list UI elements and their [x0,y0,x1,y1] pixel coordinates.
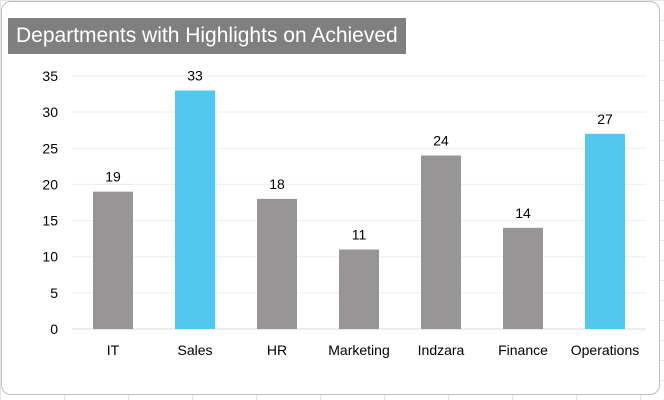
bar-hr[interactable] [257,198,297,329]
x-tick-label: Marketing [328,342,389,358]
y-tick-label: 30 [42,104,58,120]
x-axis: IT Sales HR Marketing Indzara Finance Operatio… [107,342,639,358]
chart-title[interactable]: Departments with Highlights on Achieved [8,18,406,54]
chart-area[interactable]: Departments with Highlights on Achieved … [1,1,660,395]
data-labels: 19 33 18 11 24 14 27 [105,67,613,242]
bar-it[interactable] [93,191,133,329]
x-tick-label: Indzara [418,342,465,358]
data-label: 11 [352,226,367,242]
y-tick-label: 10 [42,249,58,265]
data-label: 24 [433,133,449,149]
y-tick-label: 0 [50,321,58,337]
x-tick-label: Operations [571,342,639,358]
y-tick-label: 25 [42,140,58,156]
data-label: 18 [269,176,285,192]
data-label: 33 [187,67,203,83]
plot-area[interactable]: 0 5 10 15 20 25 30 35 19 33 18 11 24 14 27 IT Sales HR M… [2,2,660,395]
data-label: 27 [597,111,613,127]
y-tick-label: 20 [42,176,58,192]
x-tick-label: Sales [177,342,212,358]
y-tick-label: 35 [42,68,58,84]
data-label: 19 [105,169,121,185]
bar-marketing[interactable] [339,249,379,329]
bar-sales[interactable] [175,90,215,329]
bar-operations[interactable] [585,133,625,329]
x-tick-label: IT [107,342,120,358]
data-label: 14 [515,205,531,221]
x-tick-label: HR [267,342,287,358]
x-tick-label: Finance [498,342,548,358]
y-axis: 0 5 10 15 20 25 30 35 [42,68,58,337]
bars [93,90,625,329]
bar-indzara[interactable] [421,155,461,329]
bar-finance[interactable] [503,227,543,329]
y-tick-label: 5 [50,285,58,301]
y-tick-label: 15 [42,213,58,229]
